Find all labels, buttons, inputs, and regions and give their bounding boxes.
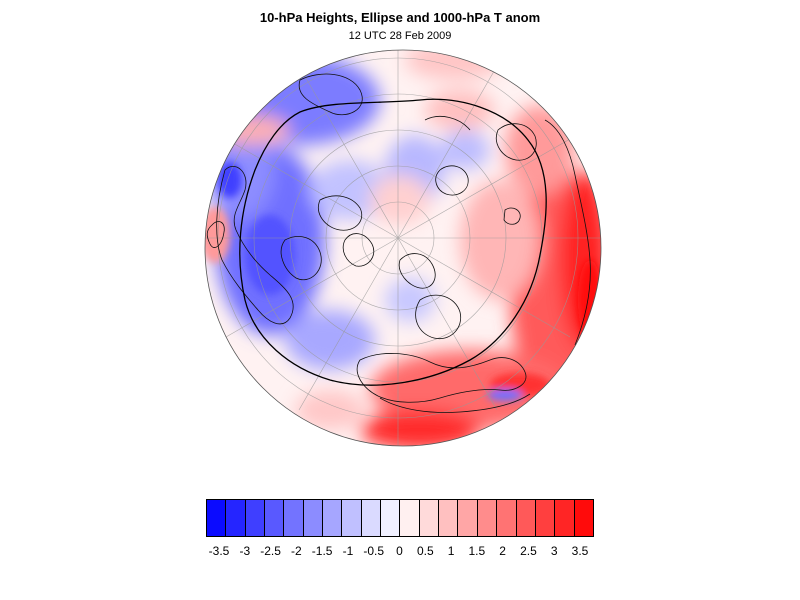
colorbar-tick-label: 0 (396, 544, 403, 558)
colorbar-tick-label: 1.5 (468, 544, 486, 558)
colorbar-swatch (497, 500, 517, 536)
graticule (205, 50, 600, 446)
colorbar-swatch (419, 500, 440, 536)
colorbar-swatch (555, 500, 575, 536)
colorbar-swatch (342, 500, 362, 536)
colorbar-tick-label: -1.5 (311, 544, 333, 558)
colorbar-swatch (516, 500, 536, 536)
colorbar-tick-label: 3 (550, 544, 558, 558)
colorbar-tick-label: -2 (291, 544, 302, 558)
colorbar-swatch (265, 500, 285, 536)
colorbar-tick-label: 1 (447, 544, 455, 558)
colorbar-swatch (458, 500, 478, 536)
colorbar-tick-label: -1 (342, 544, 354, 558)
colorbar-swatch (361, 500, 382, 536)
ellipse-contour (239, 98, 547, 386)
anomaly-field (205, 50, 601, 446)
colorbar-labels: -3.5 -3 -2.5 -2 -1.5 -1 -0.5 0 0.5 1 1.5 2 2.5 3 3.5 (0, 544, 800, 562)
colorbar-swatch (477, 500, 498, 536)
colorbar-tick-label: -2.5 (260, 544, 281, 558)
colorbar (206, 499, 594, 537)
colorbar-swatch (400, 500, 420, 536)
colorbar-swatch (207, 500, 227, 536)
coastlines (206, 73, 591, 413)
colorbar-tick-label: 2 (499, 544, 506, 558)
colorbar-swatch (574, 500, 593, 536)
colorbar-swatch (284, 500, 304, 536)
colorbar-swatch (439, 500, 459, 536)
colorbar-swatch (535, 500, 556, 536)
colorbar-tick-label: -3 (239, 544, 251, 558)
map-subtitle: 12 UTC 28 Feb 2009 (348, 30, 452, 42)
map-title: 10-hPa Heights, Ellipse and 1000-hPa T a… (259, 10, 541, 25)
colorbar-swatch (245, 500, 266, 536)
colorbar-swatch (323, 500, 343, 536)
colorbar-swatch (226, 500, 246, 536)
colorbar-tick-label: -0.5 (363, 544, 385, 558)
colorbar-tick-label: 0.5 (416, 544, 434, 558)
colorbar-swatch (303, 500, 324, 536)
globe-outline (204, 49, 602, 447)
colorbar-tick-label: 2.5 (520, 544, 537, 558)
colorbar-swatch (381, 500, 401, 536)
colorbar-tick-label: -3.5 (208, 544, 230, 558)
colorbar-tick-label: 3.5 (571, 544, 589, 558)
